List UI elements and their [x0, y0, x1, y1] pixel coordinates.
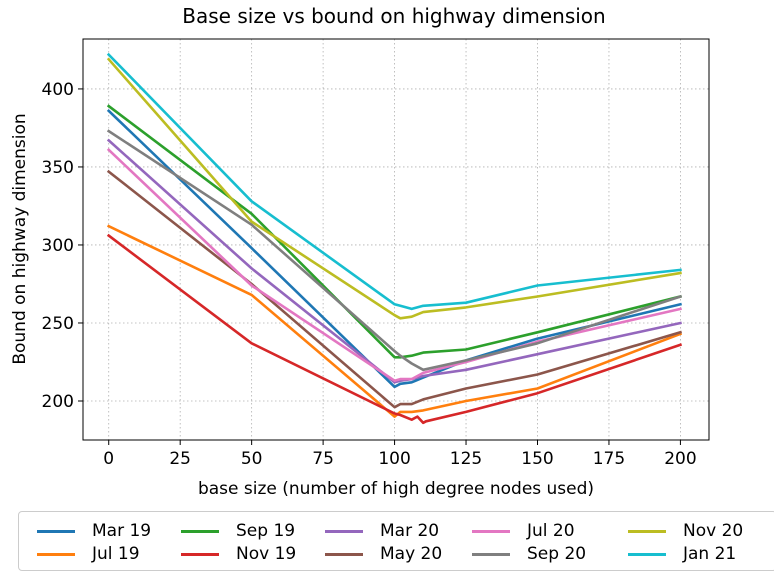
y-tick-label: 400	[42, 80, 74, 100]
x-tick-label: 125	[450, 449, 482, 469]
legend-label: Nov 20	[683, 521, 744, 541]
legend-swatch	[37, 552, 75, 556]
x-tick-label: 175	[593, 449, 625, 469]
legend-swatch	[37, 529, 75, 533]
legend-item-jan-21: Jan 21	[628, 543, 736, 565]
x-tick-label: 100	[378, 449, 410, 469]
legend-swatch	[472, 552, 510, 556]
legend-swatch	[628, 552, 666, 556]
x-tick-label: 0	[103, 449, 114, 469]
y-tick-label: 200	[42, 392, 74, 412]
legend-item-mar-19: Mar 19	[37, 520, 151, 542]
x-tick-label: 25	[169, 449, 191, 469]
legend-label: Sep 20	[527, 544, 587, 564]
legend: Mar 19 Jul 19 Sep 19 Nov 19 Mar 20 May 20 Jul …	[18, 511, 774, 571]
legend-item-sep-20: Sep 20	[472, 543, 586, 565]
legend-label: Jan 21	[683, 544, 737, 564]
series-line-sep-20	[106, 129, 683, 372]
plot-frame	[82, 38, 710, 441]
x-tick-label: 75	[312, 449, 334, 469]
legend-swatch	[472, 529, 510, 533]
series-line-mar-20	[106, 138, 682, 384]
y-axis-label: Bound on highway dimension	[10, 113, 30, 364]
y-tick-label: 300	[42, 236, 74, 256]
legend-label: Jul 20	[527, 521, 575, 541]
legend-label: Mar 20	[380, 521, 440, 541]
legend-label: Mar 19	[92, 521, 152, 541]
legend-label: May 20	[380, 544, 443, 564]
axis-ticks: 0 25 50 75 100 125 150 175 200 200 250 300 350 400	[42, 80, 697, 469]
y-tick-label: 350	[42, 158, 74, 178]
legend-item-sep-19: Sep 19	[181, 520, 295, 542]
x-tick-label: 150	[521, 449, 553, 469]
chart-title: Base size vs bound on highway dimension	[182, 4, 605, 28]
series-line-jul-19	[106, 224, 683, 418]
x-tick-label: 200	[664, 449, 696, 469]
legend-swatch	[181, 552, 219, 556]
legend-label: Jul 19	[92, 544, 140, 564]
legend-label: Nov 19	[236, 544, 297, 564]
series-lines	[106, 52, 683, 425]
legend-item-jul-20: Jul 20	[472, 520, 575, 542]
legend-item-may-20: May 20	[325, 543, 442, 565]
legend-item-mar-20: Mar 20	[325, 520, 439, 542]
legend-item-nov-19: Nov 19	[181, 543, 296, 565]
legend-label: Sep 19	[236, 521, 296, 541]
x-axis-label: base size (number of high degree nodes u…	[198, 479, 594, 499]
series-line-nov-19	[106, 233, 683, 425]
series-line-sep-19	[106, 104, 682, 359]
legend-item-jul-19: Jul 19	[37, 543, 140, 565]
legend-swatch	[628, 529, 666, 533]
legend-swatch	[325, 529, 363, 533]
series-line-nov-20	[106, 57, 682, 320]
legend-swatch	[325, 552, 363, 556]
legend-item-nov-20: Nov 20	[628, 520, 743, 542]
series-line-jan-21	[106, 52, 682, 311]
legend-swatch	[181, 529, 219, 533]
series-line-mar-19	[106, 108, 682, 389]
x-tick-label: 50	[241, 449, 263, 469]
chart: Base size vs bound on highway dimension …	[10, 4, 710, 499]
y-tick-label: 250	[42, 314, 74, 334]
series-line-may-20	[106, 169, 683, 409]
